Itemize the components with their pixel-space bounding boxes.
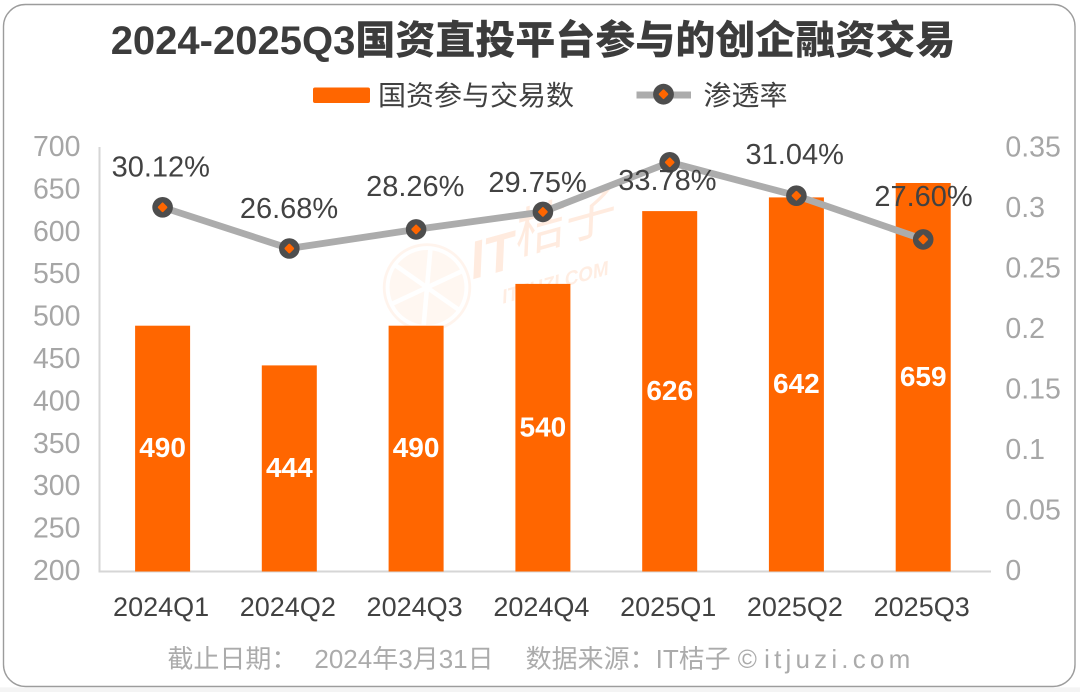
svg-text:31.04%: 31.04% [746,139,844,171]
svg-text:500: 500 [33,301,81,333]
svg-text:250: 250 [33,513,81,545]
svg-text:27.60%: 27.60% [874,181,972,213]
svg-text:450: 450 [33,343,81,375]
svg-text:0.05: 0.05 [1005,495,1060,527]
svg-text:2024Q2: 2024Q2 [240,592,336,622]
svg-text:490: 490 [393,432,440,463]
svg-text:29.75%: 29.75% [488,167,586,199]
svg-text:0.15: 0.15 [1005,373,1060,405]
svg-text:626: 626 [646,375,693,406]
svg-text:2025Q1: 2025Q1 [620,592,716,622]
svg-text:444: 444 [266,452,313,483]
svg-text:0.1: 0.1 [1005,434,1045,466]
svg-text:600: 600 [33,216,81,248]
svg-text:300: 300 [33,470,81,502]
svg-text:2024Q4: 2024Q4 [493,592,589,622]
svg-text:2024: 2024 [314,644,372,674]
svg-text:659: 659 [900,361,947,392]
svg-text:540: 540 [520,411,567,442]
svg-text:550: 550 [33,258,81,290]
svg-text:2024Q1: 2024Q1 [113,592,209,622]
svg-text:26.68%: 26.68% [240,193,338,225]
svg-text:©: © [738,644,757,674]
svg-text:2025Q2: 2025Q2 [747,592,843,622]
svg-text:IT: IT [656,644,679,674]
svg-text:0.2: 0.2 [1005,313,1045,345]
svg-text:0.35: 0.35 [1005,131,1060,163]
svg-text:642: 642 [773,368,820,399]
svg-text:400: 400 [33,385,81,417]
svg-text:31: 31 [439,644,468,674]
svg-text:30.12%: 30.12% [112,152,210,184]
svg-text:3: 3 [398,644,412,674]
svg-text:itjuzi.com: itjuzi.com [764,644,914,674]
svg-text:700: 700 [33,131,81,163]
svg-text:0: 0 [1005,555,1021,587]
svg-text:2025Q3: 2025Q3 [874,592,970,622]
svg-text:490: 490 [139,432,186,463]
svg-text:2024-2025Q3: 2024-2025Q3 [111,19,356,63]
svg-text:200: 200 [33,555,81,587]
svg-text:2024Q3: 2024Q3 [367,592,463,622]
svg-text:0.25: 0.25 [1005,252,1060,284]
svg-text:IT: IT [469,219,517,292]
svg-text:28.26%: 28.26% [366,171,464,203]
svg-text:0.3: 0.3 [1005,192,1045,224]
svg-text:33.78%: 33.78% [618,165,716,197]
svg-text:650: 650 [33,174,81,206]
svg-text:350: 350 [33,428,81,460]
